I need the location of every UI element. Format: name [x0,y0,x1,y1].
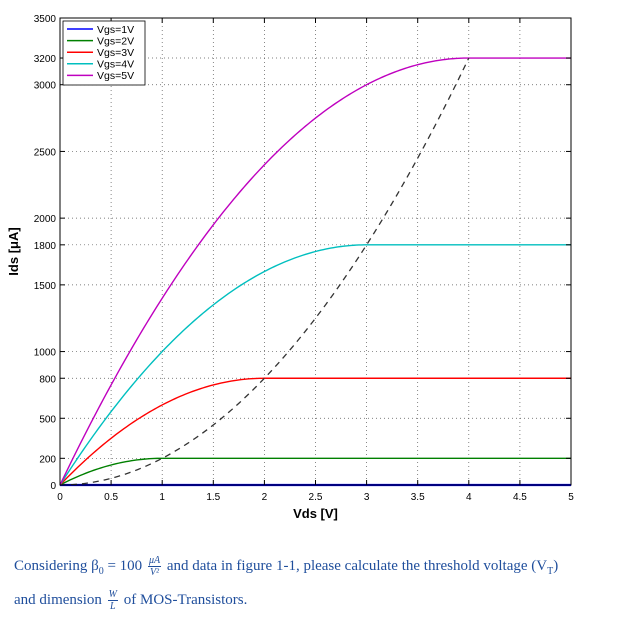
series-line-Vgs=4V [59,244,571,486]
wl-numerator: W [107,589,118,602]
x-tick-label-9: 4.5 [513,492,527,503]
x-tick-label-5: 2.5 [309,492,323,503]
unit-numerator: μA [147,555,162,568]
x-tick-label-0: 0 [57,492,63,503]
question-part-3: and data in figure 1-1, please calculate… [163,558,548,574]
x-tick-label-10: 5 [568,492,574,503]
x-tick-label-6: 3 [364,492,370,503]
x-tick-label-1: 0.5 [104,492,118,503]
y-tick-label-3: 800 [39,374,56,385]
y-tick-label-11: 3500 [34,14,57,25]
y-tick-label-5: 1500 [34,281,57,292]
question-part-1: Considering β [14,558,99,574]
x-tick-label-3: 1.5 [206,492,220,503]
unit-denominator: V² [149,567,160,579]
y-tick-label-10: 3200 [34,54,57,65]
legend-box [62,20,146,86]
y-tick-label-0: 0 [50,481,56,492]
x-axis-title: Vds [V] [293,506,338,521]
x-tick-label-8: 4 [466,492,472,503]
chart-svg: 0 0.5 1 1.5 2 2.5 3 3.5 4 4.5 5 0 200 500 800 1000 1500 1… [6,14,574,521]
ticks: 0 0.5 1 1.5 2 2.5 3 3.5 4 4.5 5 0 200 500 800 1000 1500 1… [34,14,574,503]
question-part-4: ) [553,558,559,574]
series-line-Vgs=3V [59,377,571,486]
beta-subscript: 0 [98,566,104,577]
legend-label-2: Vgs=3V [97,47,134,59]
legend-label-4: Vgs=5V [97,70,134,82]
x-tick-label-4: 2 [262,492,268,503]
y-axis-title: Ids [μA] [6,227,21,275]
y-tick-label-2: 500 [39,414,56,425]
legend-label-3: Vgs=4V [97,59,134,71]
y-tick-label-4: 1000 [34,348,57,359]
series-line-Vgs=2V [59,457,571,486]
question-part-6: of MOS-Transistors. [120,592,248,608]
y-tick-label-9: 3000 [34,81,57,92]
wl-denominator: L [110,601,116,613]
y-tick-label-6: 1800 [34,241,57,252]
vt-subscript: T [547,566,554,577]
boundary-curve [59,57,470,486]
question-part-5: and dimension [14,592,106,608]
legend-label-0: Vgs=1V [97,24,134,36]
series-line-Vgs=5V [59,57,571,486]
y-tick-label-7: 2000 [34,214,57,225]
y-tick-label-1: 200 [39,454,56,465]
unit-fraction: μA V² [147,555,162,579]
x-tick-label-7: 3.5 [411,492,425,503]
question-part-2: = 100 [103,558,146,574]
x-tick-label-2: 1 [159,492,165,503]
question-text: Considering β0 = 100 μA V² and data in fi… [14,552,629,614]
chart: 0 0.5 1 1.5 2 2.5 3 3.5 4 4.5 5 0 200 500 800 1000 1500 1… [6,14,574,521]
y-tick-label-8: 2500 [34,147,57,158]
legend-label-1: Vgs=2V [97,35,134,47]
